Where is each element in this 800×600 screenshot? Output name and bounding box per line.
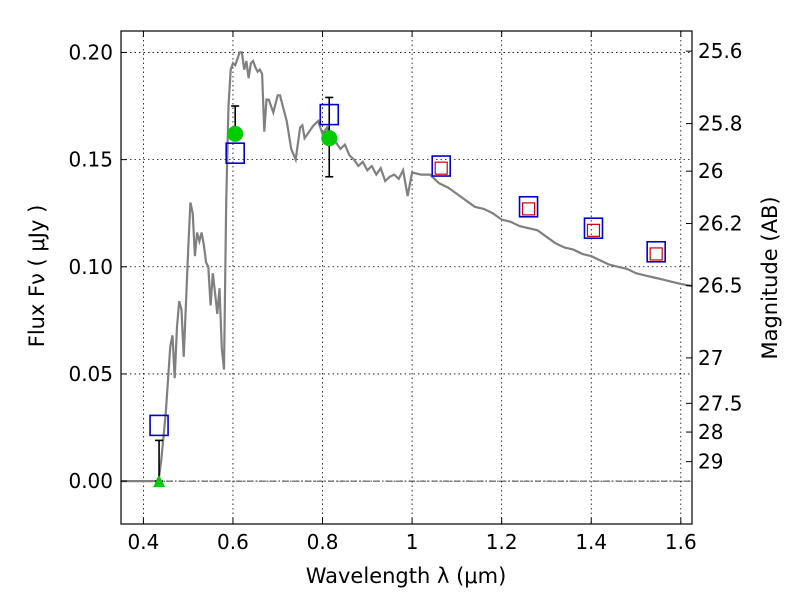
y-tick-label: 0.10 [68, 255, 113, 279]
model-flux-marker [583, 217, 604, 239]
x-tick-label: 0.6 [217, 530, 249, 554]
y-axis-label: Flux Fν ( μJy ) [25, 205, 49, 348]
gridlines [121, 31, 692, 524]
model-flux-marker [225, 142, 245, 164]
y2-tick-label: 26.5 [698, 274, 743, 298]
upper-limit-marker [153, 475, 166, 488]
y2-tick-label: 25.8 [698, 112, 743, 136]
x-axis-label: Wavelength λ (μm) [306, 564, 507, 588]
model-flux-marker [319, 103, 340, 126]
y2-tick-label: 27.5 [698, 391, 743, 415]
y-tick-label: 0.05 [68, 362, 113, 386]
x-tick-label: 0.4 [127, 530, 159, 554]
y2-tick-labels: 25.6 25.8 26 26.2 26.5 27 27.5 28 29 [698, 39, 743, 473]
y-tick-label: 0.20 [68, 40, 113, 64]
y-tick-labels: 0.00 0.05 0.10 0.15 0.20 [68, 40, 113, 493]
observed-flux-marker [586, 223, 601, 237]
plot-frame [120, 30, 693, 525]
y2-tick-label: 29 [698, 450, 723, 474]
detection-marker [321, 130, 338, 147]
model-flux-marker [149, 414, 169, 437]
y2-tick-label: 28 [698, 420, 723, 444]
detection-marker [227, 125, 244, 142]
x-tick-label: 1.6 [665, 530, 697, 554]
observed-flux-marker [434, 161, 448, 175]
x-tick-label: 1 [406, 530, 419, 554]
model-spectrum-line [121, 51, 692, 483]
plot-area [121, 51, 692, 488]
x-tick-labels: 0.4 0.6 0.8 1 1.2 1.4 1.6 [127, 530, 696, 554]
axis-ticks [121, 31, 692, 524]
y2-axis-label: Magnitude (AB) [758, 196, 782, 359]
model-flux-marker [518, 195, 539, 218]
data-markers [149, 103, 666, 488]
observed-flux-marker [521, 202, 536, 216]
observed-flux-marker [649, 247, 663, 261]
x-tick-label: 1.4 [575, 530, 607, 554]
x-tick-label: 0.8 [307, 530, 339, 554]
y2-tick-label: 25.6 [698, 39, 743, 63]
y-tick-label: 0.15 [68, 148, 113, 172]
model-flux-marker [646, 240, 666, 263]
y-tick-label: 0.00 [68, 469, 113, 493]
y2-tick-label: 26 [698, 159, 723, 183]
y2-tick-label: 26.2 [698, 211, 743, 235]
y2-tick-label: 27 [698, 346, 723, 370]
x-tick-label: 1.2 [486, 530, 518, 554]
model-flux-marker [431, 155, 452, 177]
